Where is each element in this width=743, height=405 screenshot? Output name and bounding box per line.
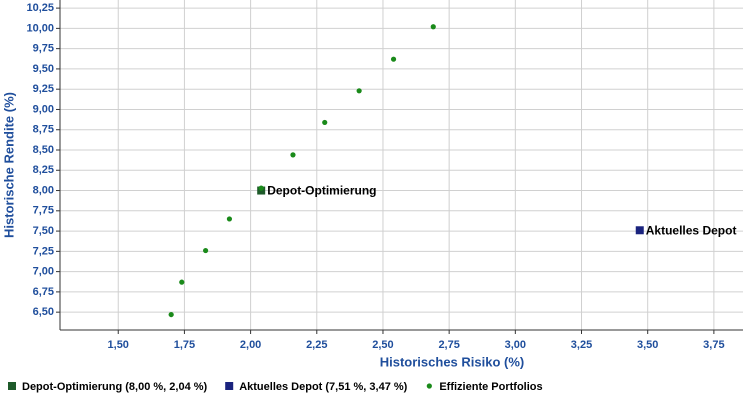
point: [168, 311, 174, 318]
x-tick-label: 2,25: [306, 339, 327, 351]
x-tick-label: 1,75: [174, 339, 195, 351]
x-tick-label: 2,75: [438, 339, 459, 351]
y-tick-label: 7,25: [33, 245, 54, 257]
point: [356, 88, 362, 94]
y-tick-label: 9,75: [33, 43, 54, 55]
y-tick-label: 8,50: [33, 144, 54, 156]
y-tick-label: 6,75: [33, 286, 54, 298]
legend-marker: [426, 383, 432, 389]
y-tick-label: 8,25: [33, 164, 54, 176]
x-tick-label: 3,25: [571, 339, 592, 351]
y-axis-title: Historische Rendite (%): [1, 92, 16, 238]
x-tick-label: 2,50: [372, 339, 393, 351]
legend-marker: [8, 382, 16, 390]
y-tick-label: 9,50: [33, 63, 54, 75]
point: [203, 247, 209, 254]
point: [226, 216, 233, 222]
x-tick-label: 1,50: [108, 339, 129, 351]
y-tick-label: 8,00: [33, 184, 54, 196]
point: [635, 226, 644, 235]
y-tick-label: 9,00: [33, 103, 54, 115]
x-tick-label: 3,75: [703, 339, 724, 351]
y-tick-label: 10,25: [26, 2, 54, 14]
y-tick-label: 10,00: [26, 22, 54, 34]
y-tick-label: 7,00: [33, 266, 54, 278]
point: [430, 24, 436, 30]
point: [290, 152, 296, 158]
point-label: Depot-Optimierung: [267, 184, 376, 198]
y-tick-label: 7,75: [33, 205, 54, 217]
y-tick-label: 9,25: [33, 83, 54, 95]
legend-label: Depot-Optimierung (8,00 %, 2,04 %): [22, 381, 208, 393]
x-axis-title: Historisches Risiko (%): [380, 354, 525, 369]
x-tick-label: 3,50: [637, 339, 658, 351]
legend-label: Effiziente Portfolios: [439, 381, 542, 393]
point: [258, 185, 264, 191]
x-tick-label: 2,00: [240, 339, 261, 351]
y-tick-label: 6,50: [33, 306, 54, 318]
point: [179, 279, 185, 285]
x-tick-label: 3,00: [505, 339, 526, 351]
point: [390, 56, 397, 62]
legend-marker: [225, 382, 234, 390]
point-label: Aktuelles Depot: [646, 223, 737, 237]
y-tick-label: 7,50: [33, 225, 54, 237]
point: [322, 119, 328, 126]
legend-label: Aktuelles Depot (7,51 %, 3,47 %): [239, 381, 407, 393]
y-tick-label: 8,75: [33, 124, 54, 136]
